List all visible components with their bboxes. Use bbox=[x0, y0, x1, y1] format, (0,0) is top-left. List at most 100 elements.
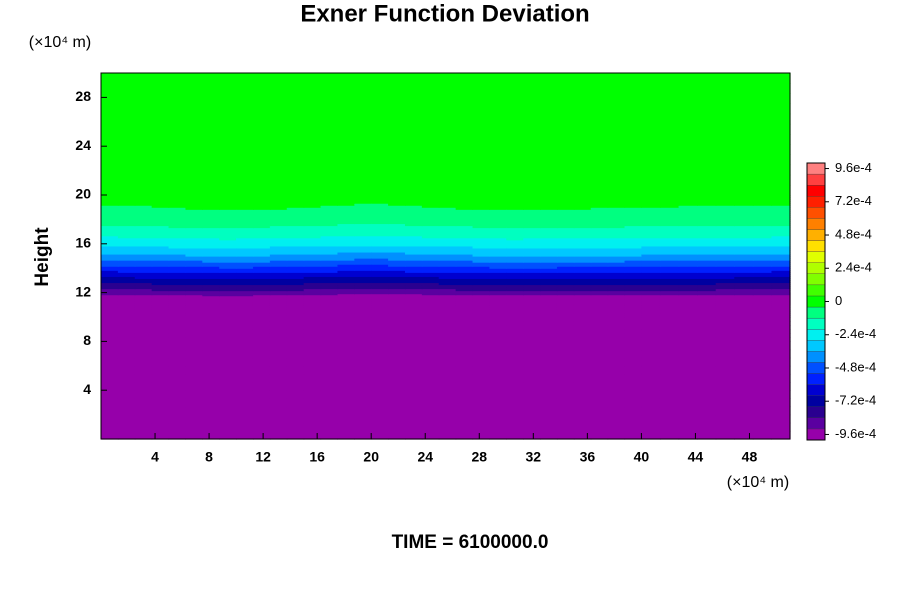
contour-cell bbox=[540, 260, 558, 263]
contour-cell bbox=[320, 219, 339, 223]
contour-cell bbox=[697, 357, 717, 367]
contour-cell bbox=[185, 243, 203, 247]
contour-cell bbox=[590, 247, 609, 251]
contour-cell bbox=[168, 349, 187, 359]
contour-cell bbox=[320, 231, 339, 235]
contour-cell bbox=[715, 276, 735, 279]
contour-cell bbox=[202, 299, 220, 302]
contour-cell bbox=[202, 292, 220, 295]
contour-cell bbox=[624, 249, 642, 253]
contour-cell bbox=[354, 306, 372, 310]
contour-cell bbox=[101, 272, 119, 275]
contour-cell bbox=[715, 304, 735, 308]
contour-cell bbox=[236, 303, 254, 306]
contour-cell bbox=[556, 310, 575, 314]
contour-cell bbox=[472, 295, 491, 298]
contour-cell bbox=[540, 164, 558, 176]
contour-cell bbox=[185, 333, 203, 338]
contour-cell bbox=[455, 93, 474, 105]
contour-cell bbox=[404, 73, 423, 84]
colorbar-swatch bbox=[806, 417, 826, 430]
contour-cell bbox=[678, 73, 698, 84]
contour-cell bbox=[269, 295, 288, 298]
contour-cell bbox=[320, 243, 339, 247]
contour-cell bbox=[472, 154, 491, 166]
contour-cell bbox=[438, 154, 457, 166]
contour-cell bbox=[269, 294, 288, 297]
contour-cell bbox=[590, 239, 609, 243]
contour-cell bbox=[269, 303, 288, 306]
contour-cell bbox=[734, 73, 754, 84]
contour-cell bbox=[659, 233, 680, 237]
contour-cell bbox=[624, 247, 642, 251]
contour-cell bbox=[472, 231, 491, 235]
x-tick-label: 44 bbox=[688, 449, 704, 465]
contour-cell bbox=[117, 203, 136, 206]
contour-cell bbox=[540, 295, 558, 298]
contour-cell bbox=[523, 253, 541, 257]
contour-cell bbox=[455, 321, 474, 326]
contour-cell bbox=[489, 197, 507, 200]
contour-cell bbox=[607, 73, 626, 84]
contour-cell bbox=[219, 282, 237, 286]
contour-cell bbox=[404, 241, 423, 245]
contour-cell bbox=[421, 293, 440, 296]
contour-cell bbox=[556, 235, 575, 239]
contour-cell bbox=[151, 390, 170, 399]
contour-cell bbox=[269, 219, 288, 223]
contour-cell bbox=[117, 209, 136, 212]
contour-cell bbox=[303, 251, 322, 255]
contour-cell bbox=[678, 306, 698, 310]
contour-cell bbox=[286, 299, 305, 302]
contour-cell bbox=[303, 312, 322, 316]
contour-cell bbox=[607, 297, 626, 300]
contour-cell bbox=[101, 260, 119, 263]
contour-cell bbox=[573, 184, 592, 196]
contour-cell bbox=[168, 225, 187, 229]
contour-cell bbox=[678, 341, 698, 351]
contour-cell bbox=[134, 211, 153, 214]
contour-cell bbox=[117, 256, 136, 259]
contour-cell bbox=[573, 282, 592, 286]
contour-cell bbox=[404, 223, 423, 227]
contour-cell bbox=[421, 333, 440, 338]
contour-cell bbox=[438, 312, 457, 316]
contour-cell bbox=[134, 310, 153, 314]
contour-cell bbox=[540, 284, 558, 288]
contour-cell bbox=[134, 308, 153, 312]
contour-cell bbox=[337, 398, 355, 408]
contour-cell bbox=[455, 298, 474, 301]
contour-cell bbox=[151, 93, 170, 105]
contour-cell bbox=[286, 270, 305, 273]
contour-cell bbox=[697, 293, 717, 296]
contour-cell bbox=[151, 184, 170, 196]
axes: 4 8 12 16 20 24 28 32 36 40 44 48481216202428-9.6e-… bbox=[75, 72, 876, 465]
contour-cell bbox=[455, 276, 474, 279]
contour-cell bbox=[771, 123, 791, 135]
contour-cell bbox=[556, 274, 575, 277]
contour-cell bbox=[624, 296, 642, 299]
contour-cell bbox=[236, 197, 254, 200]
colorbar-tick-label: -4.8e-4 bbox=[835, 359, 876, 374]
contour-cell bbox=[523, 357, 541, 367]
contour-cell bbox=[489, 297, 507, 300]
contour-cell bbox=[715, 329, 735, 334]
contour-cell bbox=[540, 312, 558, 316]
contour-cell bbox=[286, 113, 305, 125]
contour-cell bbox=[269, 227, 288, 231]
contour-cell bbox=[678, 286, 698, 290]
contour-cell bbox=[697, 164, 717, 176]
contour-cell bbox=[752, 290, 773, 294]
contour-cell bbox=[523, 233, 541, 237]
contour-cell bbox=[641, 337, 661, 342]
contour-cell bbox=[185, 430, 203, 440]
contour-cell bbox=[202, 296, 220, 299]
contour-cell bbox=[236, 282, 254, 286]
contour-cell bbox=[624, 306, 642, 310]
contour-cell bbox=[202, 398, 220, 408]
contour-cell bbox=[320, 73, 339, 84]
contour-cell bbox=[236, 321, 254, 326]
contour-cell bbox=[269, 123, 288, 135]
contour-cell bbox=[489, 221, 507, 225]
contour-cell bbox=[641, 235, 661, 239]
